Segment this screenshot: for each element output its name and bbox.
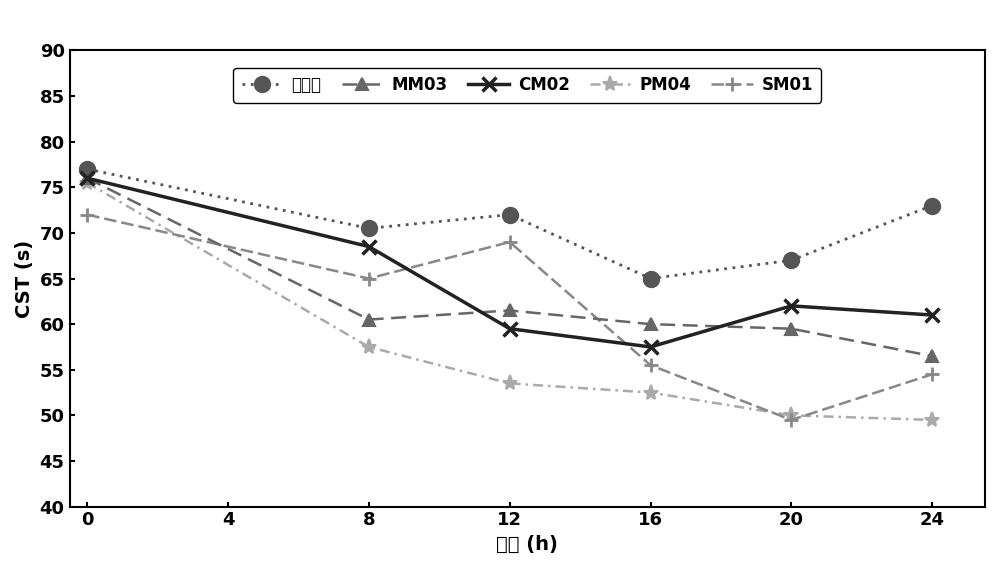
SM01 (785, 417, 797, 423)
PM04 (645, 389, 657, 396)
SM01 (926, 371, 938, 378)
MM03 (504, 307, 516, 314)
MM03 (785, 325, 797, 332)
对照组 (504, 211, 516, 218)
对照组 (785, 257, 797, 263)
PM04 (504, 380, 516, 387)
MM03 (645, 321, 657, 328)
对照组 (363, 225, 375, 232)
Y-axis label: CST (s): CST (s) (15, 240, 34, 318)
Legend: 对照组, MM03, CM02, PM04, SM01: 对照组, MM03, CM02, PM04, SM01 (233, 68, 821, 102)
PM04 (785, 412, 797, 419)
CM02 (785, 303, 797, 310)
SM01 (645, 362, 657, 369)
对照组 (645, 275, 657, 282)
CM02 (81, 175, 93, 182)
PM04 (926, 417, 938, 423)
对照组 (81, 166, 93, 172)
CM02 (645, 344, 657, 351)
MM03 (363, 316, 375, 323)
SM01 (81, 211, 93, 218)
SM01 (363, 275, 375, 282)
Line: MM03: MM03 (81, 172, 938, 362)
Line: 对照组: 对照组 (80, 162, 940, 286)
Line: SM01: SM01 (80, 208, 939, 427)
Line: PM04: PM04 (80, 175, 940, 427)
X-axis label: 时间 (h): 时间 (h) (496, 535, 558, 554)
MM03 (926, 353, 938, 360)
CM02 (926, 312, 938, 319)
CM02 (363, 243, 375, 250)
PM04 (81, 179, 93, 186)
对照组 (926, 202, 938, 209)
Line: CM02: CM02 (80, 171, 939, 354)
CM02 (504, 325, 516, 332)
MM03 (81, 175, 93, 182)
SM01 (504, 238, 516, 245)
PM04 (363, 344, 375, 351)
